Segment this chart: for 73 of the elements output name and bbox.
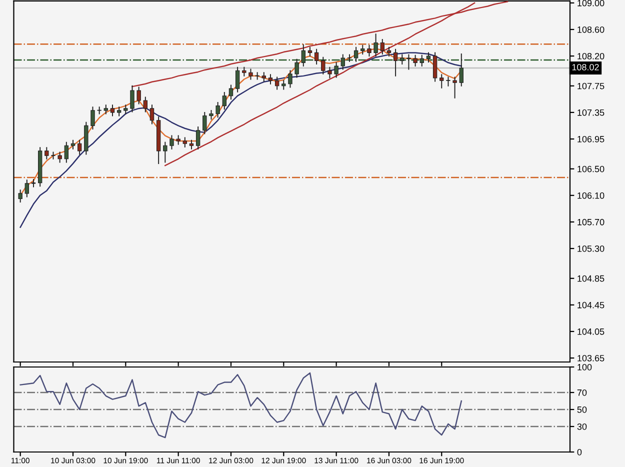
candlestick — [334, 62, 338, 78]
y-tick-label: 107.35 — [578, 109, 604, 116]
candlestick — [432, 52, 438, 82]
candlestick — [18, 190, 22, 203]
candlestick — [255, 72, 260, 80]
candlestick — [380, 38, 384, 55]
y-tick-label: 50 — [577, 406, 587, 413]
y-tick-label: 109.00 — [578, 0, 604, 6]
y-tick-label: 103.65 — [578, 354, 604, 362]
candlestick — [130, 85, 134, 112]
candlestick — [340, 54, 345, 70]
candlestick — [321, 56, 326, 74]
candlestick — [374, 34, 378, 57]
candlestick — [274, 76, 280, 90]
candlestick — [64, 142, 69, 163]
y-tick-label: 106.50 — [578, 166, 604, 172]
candlestick — [136, 86, 141, 104]
candlestick — [228, 84, 234, 100]
candlestick — [301, 44, 306, 66]
y-tick-label: 107.75 — [578, 82, 604, 90]
candlestick — [426, 52, 431, 62]
y-tick-label: 106.95 — [578, 136, 604, 142]
candlestick — [110, 104, 115, 116]
candlestick — [31, 178, 36, 188]
candlestick — [420, 54, 424, 66]
candlestick — [354, 46, 358, 62]
y-tick-label: 100 — [578, 364, 592, 370]
candlestick — [400, 54, 404, 64]
candlestick — [406, 54, 411, 70]
candlestick — [222, 92, 226, 110]
y-tick-label: 70 — [577, 389, 587, 396]
y-tick-label: 30 — [577, 423, 587, 430]
candlestick — [235, 66, 240, 92]
candlestick — [248, 68, 253, 80]
candlestick — [216, 102, 220, 118]
candlestick — [44, 147, 49, 160]
y-tick-label: 108.20 — [578, 52, 604, 60]
candlestick — [170, 135, 174, 150]
candlestick — [328, 66, 332, 78]
candlestick — [413, 54, 418, 66]
candlestick — [459, 54, 464, 86]
candlestick — [77, 140, 82, 155]
y-tick-label: 0 — [577, 448, 582, 456]
candlestick — [367, 44, 372, 57]
ref-line-label: 108.02 — [572, 64, 599, 70]
candlestick — [288, 70, 292, 88]
candlestick — [150, 104, 154, 124]
candlestick — [182, 137, 187, 148]
candlestick — [268, 74, 273, 84]
candlestick — [163, 142, 168, 163]
candlestick — [97, 106, 102, 114]
candlestick — [58, 152, 62, 163]
y-tick-label: 104.85 — [578, 275, 604, 282]
candlestick — [196, 126, 200, 150]
candlestick — [446, 76, 450, 86]
y-tick-label: 108.60 — [578, 26, 604, 33]
y-tick-label: 106.10 — [578, 192, 604, 199]
line-series — [20, 372, 462, 438]
line-series — [20, 52, 462, 228]
candlestick — [347, 54, 352, 62]
candlestick — [143, 96, 148, 112]
candlestick — [90, 106, 95, 130]
y-tick-label: 104.05 — [578, 328, 604, 335]
candlestick — [440, 74, 444, 88]
candlestick — [452, 76, 457, 98]
candlestick — [314, 48, 319, 64]
candlestick — [393, 48, 398, 76]
candlestick — [202, 112, 207, 134]
candlestick — [294, 58, 299, 78]
candlestick — [24, 180, 30, 198]
y-tick-label: 105.70 — [578, 218, 604, 226]
y-tick-label: 105.30 — [578, 245, 604, 252]
y-tick-label: 104.45 — [578, 302, 604, 308]
